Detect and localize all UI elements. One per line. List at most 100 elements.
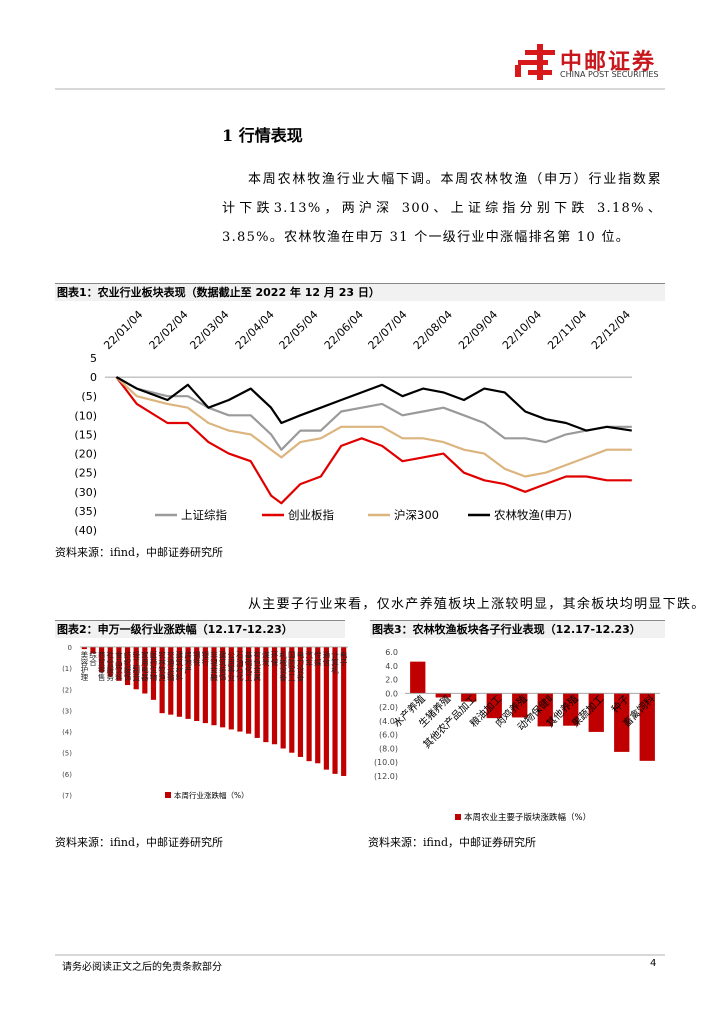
bar xyxy=(211,647,217,726)
x-tick-label: 22/11/04 xyxy=(545,308,589,352)
bar xyxy=(315,647,321,764)
x-tick-label: 电力设备 xyxy=(296,650,305,683)
x-tick-label: 22/01/04 xyxy=(101,308,145,352)
y-tick-label: (7) xyxy=(62,792,72,800)
x-tick-label: 石油石化 xyxy=(235,651,244,683)
x-tick-label: 纺织服饰 xyxy=(123,650,132,683)
x-tick-label: 医药生物 xyxy=(149,651,158,683)
x-tick-label: 煤炭 xyxy=(261,650,270,668)
bar xyxy=(435,693,451,698)
bar xyxy=(537,693,553,727)
bar xyxy=(639,693,655,761)
x-tick-label: 交通运输 xyxy=(166,650,175,683)
y-tick-label: (5) xyxy=(62,750,72,758)
legend-label: 上证综指 xyxy=(181,508,227,522)
x-tick-label: 22/09/04 xyxy=(456,308,500,352)
bar xyxy=(99,647,105,673)
y-tick-label: (35) xyxy=(74,505,97,518)
y-tick-label: (30) xyxy=(74,486,97,499)
series-line xyxy=(115,376,632,478)
x-tick-label: 22/08/04 xyxy=(411,308,455,352)
figure-caption: 图表3：农林牧渔板块各子行业表现（12.17-12.23） xyxy=(370,620,665,638)
x-tick-label: 电子 xyxy=(339,650,348,667)
bar xyxy=(116,647,122,681)
page-number: 4 xyxy=(650,958,657,969)
series-line xyxy=(115,376,632,505)
bar xyxy=(512,693,528,718)
legend-label: 创业板指 xyxy=(288,508,334,522)
source-note: 资料来源：ifind，中邮证券研究所 xyxy=(55,546,223,559)
legend-swatch xyxy=(165,792,171,798)
bar xyxy=(194,647,200,721)
bar xyxy=(332,647,338,774)
y-tick-label: (1) xyxy=(62,665,72,673)
x-tick-label: 国防军工 xyxy=(287,651,296,682)
x-tick-label: 非银金融 xyxy=(209,650,218,683)
series-line xyxy=(115,376,632,451)
bar xyxy=(81,647,87,650)
legend-label: 本周农业主要子版块涨跌幅（%） xyxy=(464,812,591,823)
x-tick-label: 汽车 xyxy=(304,650,313,668)
logo-cn: 中邮证券 xyxy=(560,50,657,75)
x-tick-label: 22/03/04 xyxy=(187,308,231,352)
x-tick-label: 农林牧渔 xyxy=(157,650,166,682)
source-note: 资料来源：ifind，中邮证券研究所 xyxy=(55,836,223,849)
x-tick-label: 通信 xyxy=(322,650,331,668)
bar xyxy=(168,647,174,715)
legend-swatch xyxy=(455,814,461,820)
x-tick-label: 公用事业 xyxy=(227,651,236,681)
x-tick-label: 传媒 xyxy=(313,650,322,668)
y-tick-label: 2.0 xyxy=(385,676,398,685)
bar xyxy=(297,647,304,757)
x-tick-label: 社会服务 xyxy=(106,650,115,683)
x-tick-label: 银行 xyxy=(201,651,210,668)
bar xyxy=(271,647,278,745)
bar xyxy=(588,693,604,732)
bar xyxy=(124,647,131,686)
x-tick-label: 22/05/04 xyxy=(277,308,321,352)
bar xyxy=(202,647,208,724)
x-tick-label: 建筑材料 xyxy=(175,650,184,683)
bar xyxy=(107,647,113,677)
x-tick-label: 有色金属 xyxy=(252,650,261,683)
x-tick-label: 基础化工 xyxy=(244,650,253,682)
bar xyxy=(306,647,312,762)
x-tick-label: 商贸零售 xyxy=(97,650,106,683)
x-tick-label: 美容护理 xyxy=(80,650,89,682)
x-tick-label: 建筑装饰 xyxy=(218,650,227,683)
bar xyxy=(263,647,269,743)
bar xyxy=(410,661,426,694)
y-tick-label: (40) xyxy=(74,524,97,537)
y-tick-label: (4) xyxy=(62,729,72,737)
legend-label: 农林牧渔(申万) xyxy=(494,508,572,522)
x-tick-label: 22/04/04 xyxy=(233,308,277,352)
y-tick-label: 4.0 xyxy=(385,662,398,671)
y-tick-label: (15) xyxy=(74,428,97,441)
paragraph: 从主要子行业来看，仅水产养殖板块上涨较明显，其余板块均明显下跌。 xyxy=(248,597,706,612)
bar xyxy=(254,647,260,738)
bar xyxy=(461,693,477,702)
bar xyxy=(614,693,630,752)
disclaimer: 请务必阅读正文之后的免责条款部分 xyxy=(62,962,222,973)
x-tick-label: 钢铁 xyxy=(192,650,201,668)
section-title: 1 行情表现 xyxy=(222,126,303,145)
y-tick-label: (6) xyxy=(62,771,72,779)
x-tick-label: 22/10/04 xyxy=(500,308,544,352)
x-tick-label: 食品饮料 xyxy=(114,650,123,683)
y-tick-label: (2) xyxy=(62,686,72,694)
y-tick-label: (3) xyxy=(62,707,72,715)
x-tick-label: 22/02/04 xyxy=(147,308,191,352)
bar xyxy=(280,647,286,749)
x-tick-label: 计算机 xyxy=(330,650,339,675)
y-tick-label: 0 xyxy=(68,644,72,652)
y-tick-label: (6.0) xyxy=(379,731,398,740)
y-tick-label: 6.0 xyxy=(385,648,398,657)
legend-label: 沪深300 xyxy=(394,508,439,522)
x-tick-label: 22/06/04 xyxy=(322,308,366,352)
bar xyxy=(563,693,579,726)
bar xyxy=(90,647,96,654)
bar xyxy=(159,647,165,714)
bar xyxy=(220,647,226,728)
